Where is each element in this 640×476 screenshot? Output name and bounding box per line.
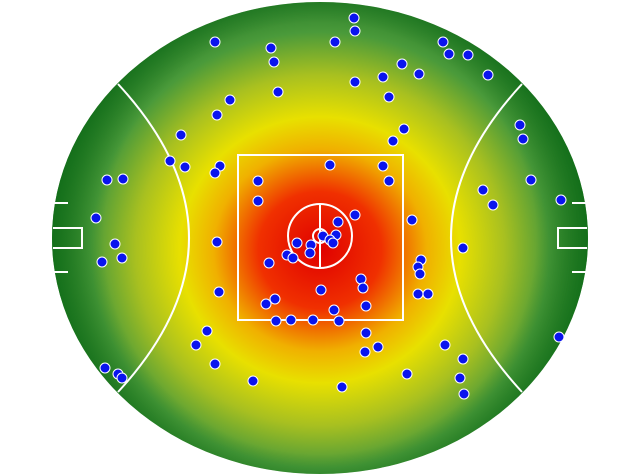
point [372,341,384,353]
point [414,268,426,280]
point [462,49,474,61]
point [355,273,367,285]
point [209,167,221,179]
point [252,175,264,187]
point [458,388,470,400]
point [211,109,223,121]
point [396,58,408,70]
point [268,56,280,68]
point [329,36,341,48]
point [287,252,299,264]
point [357,282,369,294]
point [553,331,565,343]
point [96,256,108,268]
point [454,372,466,384]
point [265,42,277,54]
point [333,315,345,327]
point [327,237,339,249]
point [383,175,395,187]
point [164,155,176,167]
point [555,194,567,206]
point [383,91,395,103]
point [377,71,389,83]
point [291,237,303,249]
point [332,216,344,228]
point [116,372,128,384]
point [439,339,451,351]
point [179,161,191,173]
point [482,69,494,81]
point [360,300,372,312]
point [477,184,489,196]
point [269,293,281,305]
point [348,12,360,24]
point [116,252,128,264]
point [270,315,282,327]
point [304,247,316,259]
point [285,314,297,326]
point [209,36,221,48]
point [328,304,340,316]
point [211,236,223,248]
point [401,368,413,380]
point [406,214,418,226]
point [99,362,111,374]
point [201,325,213,337]
point [324,159,336,171]
point [413,68,425,80]
point [252,195,264,207]
point [175,129,187,141]
point [360,327,372,339]
field-lines [53,83,587,393]
point [349,25,361,37]
point [209,358,221,370]
point [412,288,424,300]
point [514,119,526,131]
point [457,353,469,365]
point [443,48,455,60]
point [272,86,284,98]
point [224,94,236,106]
point [517,133,529,145]
point [349,209,361,221]
point [336,381,348,393]
point [457,242,469,254]
point [487,199,499,211]
point [377,160,389,172]
point [315,284,327,296]
point [525,174,537,186]
point [387,135,399,147]
point [437,36,449,48]
point [213,286,225,298]
point [117,173,129,185]
point [190,339,202,351]
point [359,346,371,358]
point [90,212,102,224]
point [101,174,113,186]
point [349,76,361,88]
point [247,375,259,387]
point [109,238,121,250]
point [422,288,434,300]
point [307,314,319,326]
point [263,257,275,269]
point [260,298,272,310]
point [398,123,410,135]
